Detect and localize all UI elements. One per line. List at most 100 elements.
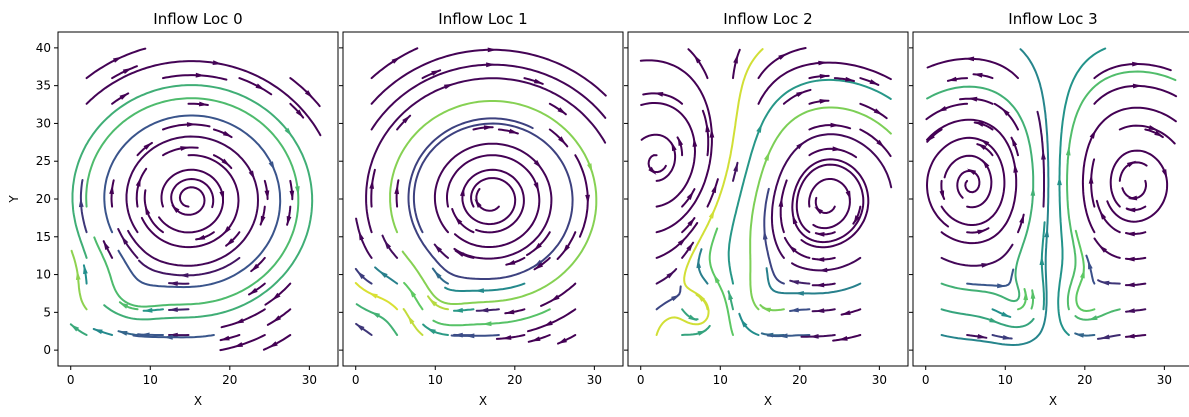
streamline [993, 102, 1019, 131]
streamline-arrow [119, 302, 129, 309]
streamline-arrow [135, 177, 141, 187]
streamline-arrow [733, 54, 738, 64]
streamline-arrow [1002, 335, 1012, 340]
streamline-arrow [1088, 259, 1093, 270]
streamline-arrow [705, 122, 711, 133]
streamline-arrow [103, 240, 110, 250]
streamline [540, 282, 577, 307]
streamline [766, 334, 811, 338]
streamline [138, 256, 241, 277]
streamline [940, 243, 1014, 267]
subplot-0: 0 10 20 30 0 5 10 15 20 25 30 35 40 Inflow Loc 0 X Y [7, 10, 339, 408]
streamline-arrow [431, 70, 441, 76]
streamline-arrow [286, 216, 292, 226]
streamline-arrow [1148, 125, 1158, 131]
streamline [444, 282, 526, 292]
streamline [757, 47, 807, 80]
streamline-arrow [708, 209, 715, 219]
subplot-1: 0 10 20 30 Inflow Loc 1 X [339, 10, 624, 408]
streamline [117, 228, 139, 259]
streamline [940, 308, 1035, 329]
streamline-arrow [502, 335, 512, 340]
streamline-arrow [368, 292, 378, 299]
streamline-arrow [1154, 130, 1164, 137]
streamline-arrow [557, 107, 567, 115]
streamline [355, 303, 399, 336]
streamline-arrow [761, 307, 771, 313]
streamline-arrow [677, 237, 687, 246]
streamline-arrow [977, 143, 987, 150]
streamline-arrow [818, 60, 828, 66]
streamline-arrow [764, 151, 770, 161]
streamline-arrow [219, 191, 225, 201]
streamline-arrow [453, 307, 463, 313]
streamline [238, 77, 273, 96]
streamline-arrow [989, 317, 999, 323]
streamline-arrow [508, 128, 519, 134]
subplot-title: Inflow Loc 0 [153, 10, 242, 28]
y-tick-label: 5 [43, 305, 51, 319]
subplot-3: 0 10 20 30 Inflow Loc 3 X [909, 10, 1189, 408]
x-tick-label: 20 [1077, 373, 1092, 387]
streamline-arrow [666, 270, 676, 279]
streamline [808, 124, 852, 131]
streamline-arrow [1100, 280, 1110, 286]
streamline [681, 324, 711, 336]
streamline-arrow [533, 259, 543, 267]
streamline-arrow [693, 54, 701, 64]
streamline-arrow [433, 270, 442, 279]
streamline-arrow [1125, 308, 1135, 313]
streamline-arrow [198, 101, 209, 107]
streamline-arrow [356, 270, 365, 280]
streamline [527, 308, 577, 333]
streamline-arrow [796, 91, 806, 97]
streamline-arrow [558, 136, 567, 145]
streamline [219, 334, 266, 352]
streamline-arrow [402, 115, 411, 124]
streamline-arrow [869, 79, 879, 85]
streamline-arrow [713, 274, 720, 284]
streamline [926, 57, 1019, 80]
streamline-arrow [818, 267, 828, 273]
streamline-arrow [982, 159, 990, 169]
streamline-arrow [997, 283, 1007, 289]
streamline-arrow [809, 334, 819, 339]
streamline [446, 154, 541, 248]
streamline-arrow [587, 163, 593, 173]
streamline [759, 304, 785, 312]
streamline-arrow [268, 341, 278, 348]
streamline-arrow [533, 182, 539, 192]
subplot-title: Inflow Loc 3 [1008, 10, 1097, 28]
streamline-arrow [1126, 160, 1137, 168]
streamline-arrow [121, 235, 129, 245]
streamline-arrow [585, 194, 590, 205]
streamline-arrow [75, 270, 81, 280]
streamline [925, 136, 1006, 228]
streamline [966, 268, 1015, 287]
streamline [475, 188, 500, 212]
streamline-arrow [533, 242, 542, 251]
streamline-arrow [778, 333, 788, 339]
streamline [1106, 149, 1169, 223]
streamline [791, 158, 870, 249]
streamline [135, 167, 148, 208]
streamline-arrow [819, 99, 829, 104]
streamline-arrow [234, 318, 244, 324]
x-axis-label: X [479, 394, 487, 408]
streamline-arrow [677, 136, 684, 146]
streamline-arrow [295, 186, 300, 196]
streamline-arrow [687, 217, 695, 227]
streamline-arrow [1132, 83, 1143, 89]
streamline-arrow [212, 60, 222, 65]
streamline-arrow [686, 242, 694, 252]
streamline [450, 334, 500, 337]
streamline-arrow [967, 96, 978, 102]
streamline-arrow [796, 141, 805, 150]
streamline [432, 308, 551, 327]
streamline-arrow [794, 291, 804, 296]
streamline-arrow [195, 72, 205, 78]
subplot-2: 0 10 20 30 Inflow Loc 2 X [624, 10, 909, 408]
streamline-arrow [1132, 61, 1142, 67]
streamline-arrow [1011, 137, 1018, 147]
y-tick-label: 25 [36, 154, 51, 168]
